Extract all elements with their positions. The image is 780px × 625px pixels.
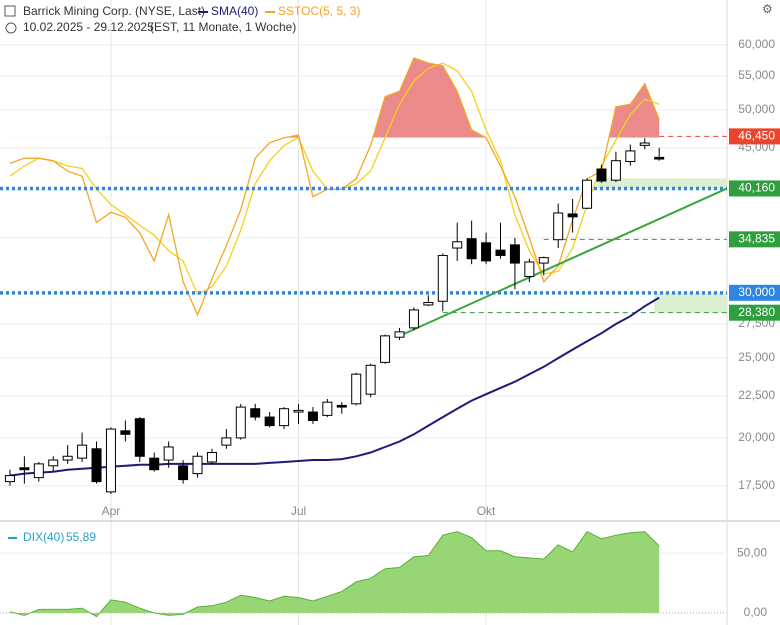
candle-body bbox=[481, 242, 492, 262]
level-tag bbox=[729, 128, 780, 145]
candle-body bbox=[538, 257, 549, 264]
candle-body bbox=[365, 364, 376, 395]
candle-body bbox=[62, 455, 73, 461]
overbought-area bbox=[284, 58, 660, 138]
x-tick-label: Jul bbox=[291, 504, 306, 518]
candle-body bbox=[33, 463, 44, 479]
panel-button[interactable]: ⚙ bbox=[762, 2, 773, 16]
candle-body bbox=[322, 401, 333, 416]
level-label: 28,380 bbox=[738, 305, 775, 319]
legend-label: SSTOC(5, 5, 3) bbox=[278, 4, 360, 18]
trendline bbox=[399, 187, 728, 337]
candle-body bbox=[307, 411, 318, 421]
candle-body bbox=[654, 156, 665, 160]
x-tick-label: Apr bbox=[102, 504, 121, 518]
period: 10.02.2025 - 29.12.2025 bbox=[23, 20, 154, 34]
candle-body bbox=[120, 430, 131, 435]
y-tick-label: 17,500 bbox=[738, 478, 775, 492]
dix-legend-bg bbox=[4, 530, 100, 545]
candle-body bbox=[192, 455, 203, 475]
candle-body bbox=[625, 150, 636, 163]
level-label: 34,835 bbox=[738, 232, 775, 246]
candle-body bbox=[48, 459, 59, 467]
candle-body bbox=[206, 452, 217, 463]
level-tag bbox=[729, 284, 780, 301]
candle-body bbox=[437, 254, 448, 302]
candle-body bbox=[77, 444, 88, 459]
period-note: (EST, 11 Monate, 1 Woche) bbox=[150, 20, 296, 34]
dix-tick-label: 50,00 bbox=[737, 545, 767, 559]
candle-body bbox=[163, 446, 174, 461]
zone bbox=[596, 178, 727, 189]
x-tick-label: Okt bbox=[477, 504, 496, 518]
candle-body bbox=[495, 249, 506, 256]
level-tag bbox=[729, 304, 780, 321]
level-tag bbox=[729, 180, 780, 197]
candle-body bbox=[394, 331, 405, 338]
candle-body bbox=[105, 428, 116, 493]
candle-body bbox=[466, 238, 477, 260]
candle-body bbox=[509, 244, 520, 264]
candle-body bbox=[553, 212, 564, 241]
y-tick-label: 60,000 bbox=[738, 37, 775, 51]
dix-line bbox=[9, 530, 660, 618]
candle-body bbox=[19, 467, 30, 471]
candle-body bbox=[639, 142, 650, 146]
candle-body bbox=[596, 168, 607, 182]
candle-body bbox=[582, 179, 593, 209]
candle-body bbox=[264, 416, 275, 427]
candle-body bbox=[250, 408, 261, 418]
candle-body bbox=[149, 457, 160, 471]
dix-area bbox=[9, 531, 660, 617]
checkbox-icon[interactable] bbox=[4, 5, 16, 17]
candle-body bbox=[293, 409, 304, 413]
candle-body bbox=[178, 465, 189, 481]
chart-title: Barrick Mining Corp. (NYSE, Last) bbox=[23, 4, 205, 18]
legend-label: SMA(40) bbox=[211, 4, 258, 18]
candle-body bbox=[380, 335, 391, 363]
level-label: 40,160 bbox=[738, 181, 775, 195]
dix-tick-label: 0,00 bbox=[744, 605, 768, 619]
candle-body bbox=[221, 437, 232, 446]
clock-icon bbox=[5, 22, 17, 34]
dix-last-value: 55,89 bbox=[66, 530, 96, 544]
candle-body bbox=[134, 418, 145, 457]
stoch-line bbox=[9, 57, 660, 317]
candle-body bbox=[235, 406, 246, 439]
candle-body bbox=[452, 241, 463, 249]
candle-body bbox=[524, 261, 535, 277]
candle-body bbox=[567, 213, 578, 218]
y-tick-label: 50,000 bbox=[738, 102, 775, 116]
y-tick-label: 20,000 bbox=[738, 430, 775, 444]
candle-body bbox=[336, 404, 347, 408]
sma-line bbox=[9, 296, 660, 477]
candle-body bbox=[91, 448, 102, 483]
candle-body bbox=[351, 373, 362, 405]
candle-body bbox=[610, 160, 621, 181]
level-label: 46,450 bbox=[738, 129, 775, 143]
candle-body bbox=[408, 309, 419, 329]
candle-body bbox=[4, 475, 15, 483]
zone bbox=[654, 292, 727, 313]
level-label: 30,000 bbox=[738, 285, 775, 299]
y-tick-label: 25,000 bbox=[738, 350, 775, 364]
y-tick-label: 22,500 bbox=[738, 388, 775, 402]
candle-body bbox=[279, 408, 290, 427]
level-tag bbox=[729, 231, 780, 248]
stoch-signal-line bbox=[9, 62, 660, 296]
y-tick-label: 55,000 bbox=[738, 68, 775, 82]
dix-legend-label: DIX(40) bbox=[23, 530, 64, 544]
candle-body bbox=[423, 301, 434, 306]
